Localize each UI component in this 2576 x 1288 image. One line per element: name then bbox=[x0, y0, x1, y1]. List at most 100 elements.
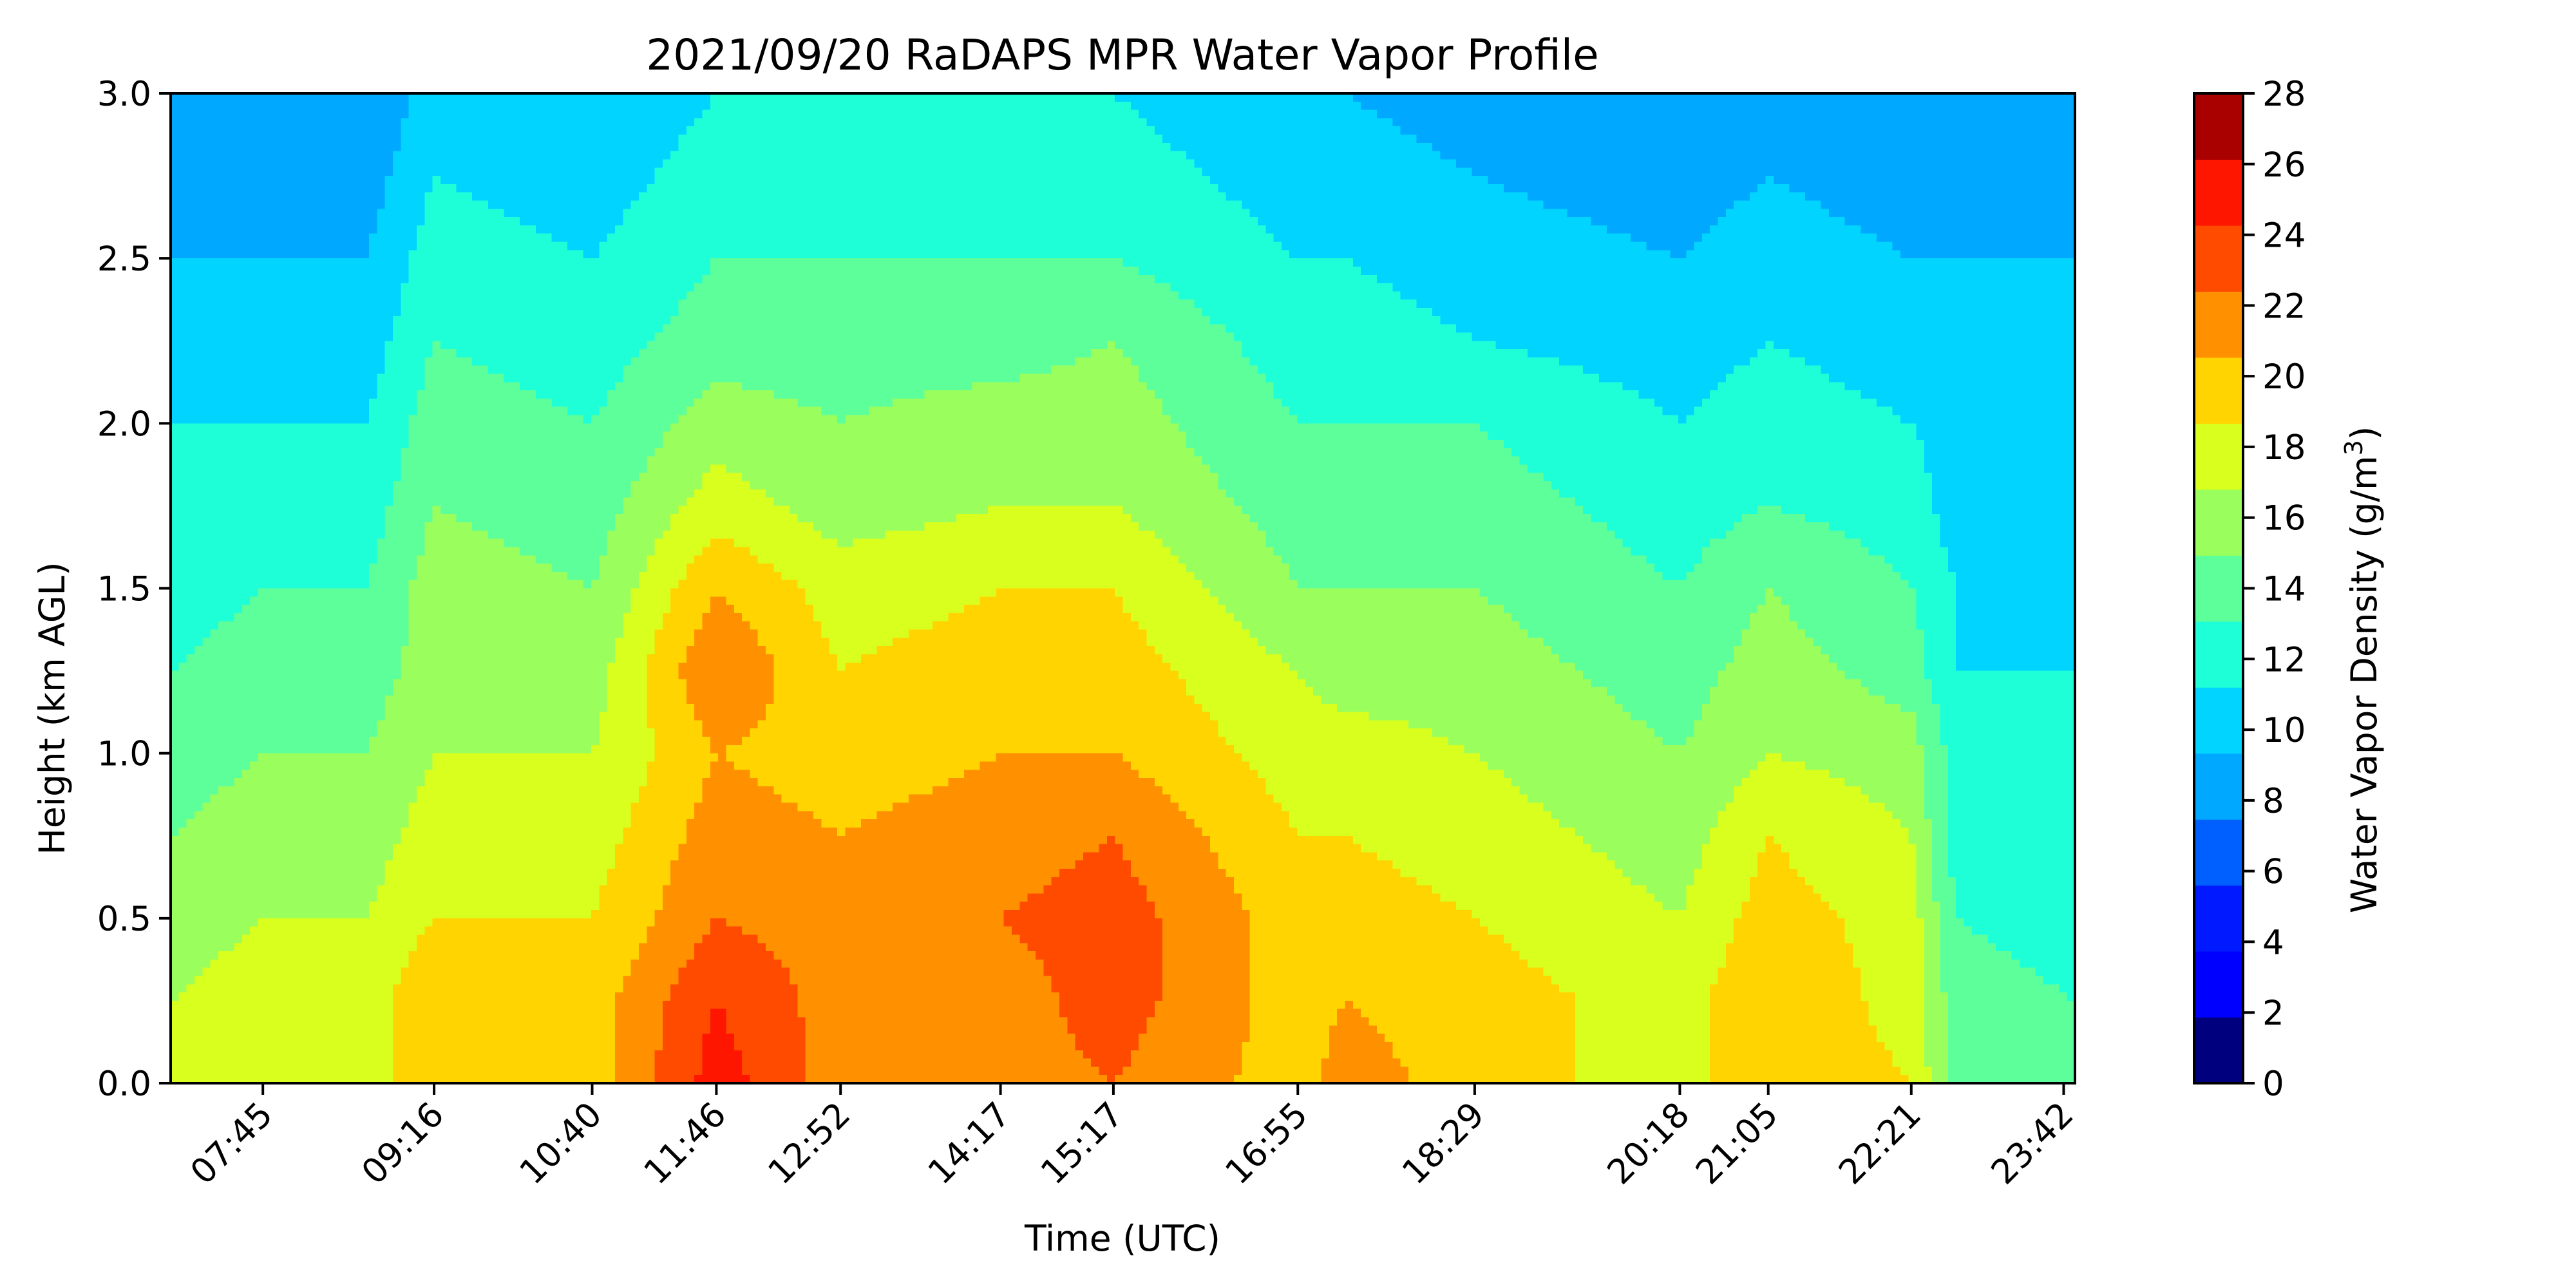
contour-cell bbox=[710, 538, 719, 597]
contour-cell bbox=[1813, 770, 1822, 894]
contour-cell bbox=[464, 753, 473, 919]
contour-cell bbox=[298, 93, 307, 259]
contour-cell bbox=[1297, 588, 1306, 679]
contour-cell bbox=[662, 530, 671, 614]
contour-cell bbox=[1583, 679, 1592, 845]
contour-cell bbox=[1273, 242, 1282, 399]
contour-cell bbox=[766, 390, 774, 498]
contour-cell bbox=[345, 93, 354, 259]
contour-cell bbox=[1321, 588, 1330, 705]
contour-cell bbox=[1067, 365, 1076, 507]
contour-cell bbox=[1424, 308, 1433, 424]
contour-cell bbox=[392, 844, 401, 985]
contour-cell bbox=[265, 918, 274, 1084]
contour-cell bbox=[583, 753, 592, 919]
contour-cell bbox=[893, 93, 902, 259]
x-tick-label: 07:45 bbox=[183, 1095, 280, 1192]
contour-cell bbox=[1012, 588, 1020, 754]
contour-cell bbox=[742, 621, 751, 737]
contour-cell bbox=[1622, 547, 1631, 713]
contour-cell bbox=[480, 200, 489, 366]
contour-cell bbox=[2035, 93, 2044, 259]
contour-cell bbox=[797, 811, 806, 1018]
contour-cell bbox=[1067, 868, 1076, 1034]
colorbar-title-text: Water Vapor Density (g/m bbox=[2344, 455, 2385, 913]
contour-cell bbox=[1631, 242, 1639, 391]
contour-cell bbox=[226, 258, 235, 424]
contour-cell bbox=[734, 382, 743, 473]
contour-cell bbox=[908, 398, 917, 531]
contour-cell bbox=[1789, 357, 1798, 515]
contour-cell bbox=[1003, 258, 1012, 383]
contour-cell bbox=[1385, 588, 1394, 721]
contour-cell bbox=[702, 547, 711, 614]
contour-cell bbox=[448, 93, 457, 185]
contour-cell bbox=[464, 192, 473, 358]
contour-cell bbox=[702, 612, 711, 737]
contour-cell bbox=[202, 93, 211, 259]
contour-cell bbox=[1701, 233, 1710, 399]
contour-cell bbox=[694, 943, 703, 1075]
contour-cell bbox=[757, 943, 766, 1084]
contour-cell bbox=[1464, 332, 1473, 424]
contour-cell bbox=[1154, 93, 1163, 135]
contour-cell bbox=[1083, 852, 1092, 1059]
contour-cell bbox=[1051, 876, 1060, 993]
contour-cell bbox=[1900, 712, 1909, 828]
contour-cell bbox=[313, 753, 322, 919]
contour-cell bbox=[194, 423, 203, 647]
contour-cell bbox=[1226, 744, 1235, 878]
contour-cell bbox=[416, 786, 425, 936]
contour-cell bbox=[1202, 464, 1211, 589]
contour-cell bbox=[1495, 934, 1504, 1084]
contour-cell bbox=[583, 588, 592, 754]
contour-cell bbox=[1908, 588, 1917, 713]
contour-cell bbox=[1971, 258, 1980, 672]
contour-cell bbox=[710, 1009, 719, 1084]
contour-cell bbox=[1701, 844, 1710, 1084]
contour-cell bbox=[1083, 357, 1092, 507]
contour-cell bbox=[1075, 860, 1084, 1051]
contour-cell bbox=[1464, 588, 1473, 754]
contour-cell bbox=[1853, 538, 1861, 679]
contour-cell bbox=[1424, 423, 1433, 589]
contour-cell bbox=[781, 802, 790, 969]
contour-cell bbox=[265, 93, 274, 259]
contour-cell bbox=[773, 506, 782, 573]
contour-cell bbox=[1765, 93, 1774, 176]
contour-cell bbox=[1757, 761, 1766, 853]
contour-cell bbox=[186, 93, 195, 259]
contour-cell bbox=[1099, 844, 1108, 1075]
contour-cell bbox=[305, 423, 314, 589]
contour-cell bbox=[535, 93, 544, 234]
contour-cell bbox=[1297, 423, 1306, 589]
contour-cell bbox=[353, 258, 362, 424]
contour-cell bbox=[1059, 1017, 1068, 1084]
contour-cell bbox=[702, 390, 711, 473]
contour-cell bbox=[647, 555, 656, 655]
contour-cell bbox=[702, 934, 711, 1034]
contour-cell bbox=[456, 753, 465, 919]
contour-cell bbox=[361, 258, 370, 424]
contour-cell bbox=[742, 258, 751, 391]
contour-cell bbox=[234, 778, 243, 943]
contour-cell bbox=[1091, 258, 1100, 350]
contour-cell bbox=[1591, 225, 1600, 375]
contour-cell bbox=[607, 868, 616, 1084]
contour-cell bbox=[1385, 423, 1394, 589]
contour-cell bbox=[1781, 349, 1790, 515]
contour-cell bbox=[1091, 753, 1100, 853]
contour-cell bbox=[1257, 225, 1266, 375]
contour-cell bbox=[194, 976, 203, 1084]
contour-cell bbox=[218, 621, 227, 787]
contour-cell bbox=[1861, 93, 1870, 234]
contour-cell bbox=[1289, 827, 1298, 1084]
contour-cell bbox=[1297, 679, 1306, 837]
contour-cell bbox=[647, 93, 656, 185]
contour-cell bbox=[1106, 588, 1115, 754]
contour-cell bbox=[781, 506, 790, 581]
contour-cell bbox=[1352, 266, 1361, 424]
contour-cell bbox=[1099, 93, 1108, 259]
contour-cell bbox=[1964, 670, 1973, 927]
contour-cell bbox=[2035, 258, 2044, 672]
